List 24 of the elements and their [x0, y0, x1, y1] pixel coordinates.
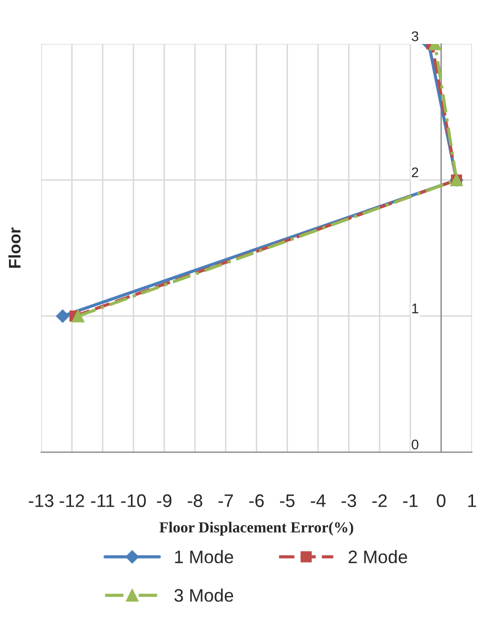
x-tick-label: -2 [372, 494, 387, 507]
y-axis-title: Floor [8, 227, 21, 268]
x-tick-label: -8 [188, 494, 202, 508]
x-axis-title: Floor Displacement Error(%) [159, 522, 354, 536]
x-tick-label: -13 [28, 494, 54, 508]
y-tick-label: 3 [412, 31, 418, 42]
x-tick-label: -7 [218, 494, 233, 507]
x-tick-label: -10 [121, 494, 146, 508]
x-tick-label: -9 [156, 494, 172, 508]
y-tick-label: 2 [412, 167, 418, 178]
x-tick-label: -1 [403, 494, 418, 507]
legend-label: 1 Mode [175, 550, 234, 564]
x-tick-label: 0 [436, 494, 446, 508]
legend-label: 2 Mode [348, 550, 408, 564]
legend-label: 3 Mode [174, 588, 234, 602]
x-tick-label: -5 [280, 494, 295, 508]
x-tick-label: -11 [91, 494, 114, 507]
x-tick-label: -3 [342, 494, 356, 508]
x-tick-label: 1 [468, 494, 476, 507]
x-tick-label: -12 [60, 494, 84, 507]
x-tick-label: -4 [310, 494, 326, 507]
y-tick-label: 0 [412, 440, 418, 450]
x-tick-label: -6 [249, 494, 264, 508]
y-tick-label: 1 [412, 304, 418, 314]
